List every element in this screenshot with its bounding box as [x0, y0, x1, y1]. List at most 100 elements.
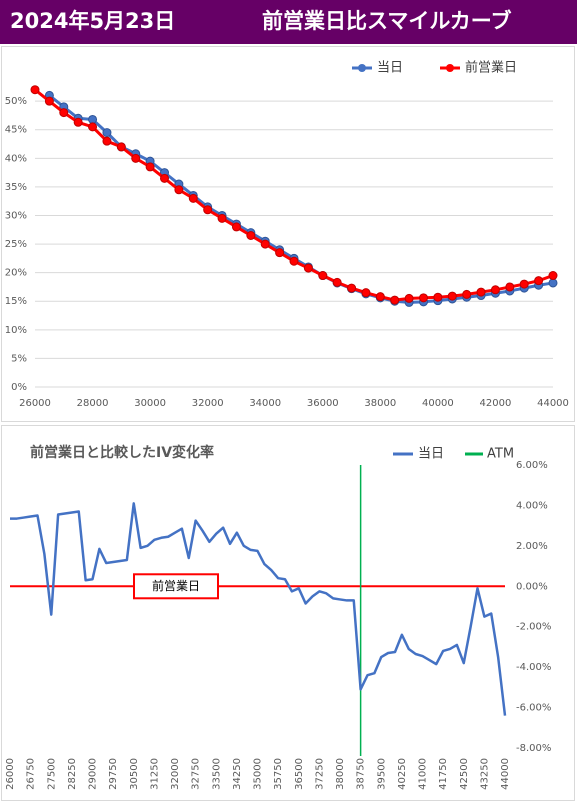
x-tick-label: 38000 — [335, 758, 346, 790]
legend-label: ATM — [487, 447, 514, 462]
legend-label: 当日 — [377, 61, 403, 76]
x-tick-label: 26000 — [5, 758, 16, 790]
y-tick-label: 0.00% — [516, 581, 548, 592]
marker — [275, 248, 285, 258]
x-tick-label: 28000 — [77, 398, 109, 409]
x-tick-label: 33500 — [211, 758, 222, 790]
marker — [462, 289, 472, 299]
marker — [88, 114, 98, 124]
marker — [246, 231, 256, 240]
marker — [534, 276, 544, 286]
y-tick-label: 45% — [5, 125, 27, 136]
x-tick-label: 38000 — [364, 398, 396, 409]
y-tick-label: 15% — [5, 296, 27, 307]
legend-label: 前営業日 — [465, 60, 517, 76]
marker — [505, 282, 515, 292]
x-tick-label: 32000 — [192, 398, 224, 409]
marker — [375, 292, 385, 302]
marker — [519, 279, 529, 289]
y-tick-label: 6.00% — [516, 460, 548, 471]
x-tick-label: 43250 — [479, 758, 490, 790]
legend-label: 当日 — [418, 447, 444, 462]
x-tick-label: 41750 — [438, 758, 449, 790]
x-tick-label: 42500 — [459, 758, 470, 790]
marker — [332, 277, 342, 287]
y-tick-label: 4.00% — [516, 500, 548, 511]
panel — [1, 46, 575, 422]
header-date: 2024年5月23日 — [10, 9, 175, 33]
marker — [476, 287, 486, 297]
marker — [116, 142, 126, 152]
marker — [59, 108, 69, 118]
x-tick-label: 40250 — [397, 758, 408, 790]
x-tick-label: 30500 — [129, 758, 140, 790]
series-line — [48, 94, 554, 304]
header-bar — [0, 0, 577, 44]
marker — [390, 295, 400, 305]
header-title: 前営業日比スマイルカーブ — [262, 9, 511, 33]
series-line — [10, 502, 507, 716]
marker — [145, 162, 155, 172]
marker — [88, 122, 98, 132]
y-tick-label: 40% — [5, 153, 27, 164]
marker — [347, 283, 357, 293]
marker — [203, 205, 213, 215]
y-tick-label: 0% — [11, 382, 27, 393]
y-tick-label: 20% — [5, 268, 27, 279]
marker — [102, 136, 112, 146]
y-tick-label: -4.00% — [516, 662, 551, 673]
marker — [44, 96, 54, 106]
marker — [217, 213, 227, 223]
x-tick-label: 42000 — [480, 398, 512, 409]
y-tick-label: 5% — [11, 353, 27, 364]
marker — [447, 291, 457, 301]
marker — [160, 173, 169, 183]
x-tick-label: 32000 — [170, 758, 181, 790]
y-tick-label: 50% — [5, 96, 27, 107]
x-tick-label: 30000 — [134, 398, 166, 409]
marker — [433, 292, 443, 302]
reference-label-box — [133, 573, 219, 600]
marker — [102, 128, 112, 138]
x-tick-label: 44000 — [537, 398, 569, 409]
reference-label: 前営業日 — [152, 578, 200, 593]
marker — [548, 278, 558, 288]
x-tick-label: 29750 — [108, 758, 119, 790]
panel — [1, 425, 575, 801]
marker — [260, 239, 270, 249]
marker — [231, 222, 241, 232]
y-tick-label: 30% — [5, 210, 27, 221]
marker — [73, 117, 83, 127]
x-tick-label: 26750 — [26, 758, 37, 790]
x-tick-label: 35000 — [253, 758, 264, 790]
x-tick-label: 41000 — [418, 758, 429, 790]
y-tick-label: 35% — [5, 182, 27, 193]
marker — [490, 285, 500, 295]
x-tick-label: 38750 — [356, 758, 367, 790]
x-tick-label: 39500 — [376, 758, 387, 790]
marker — [131, 153, 141, 163]
y-tick-label: -6.00% — [516, 703, 551, 714]
x-tick-label: 44000 — [500, 758, 511, 790]
x-tick-label: 40000 — [422, 398, 454, 409]
marker — [188, 193, 198, 203]
marker — [548, 271, 558, 281]
x-tick-label: 26000 — [19, 398, 51, 409]
y-tick-label: -2.00% — [516, 622, 551, 633]
y-tick-label: 25% — [5, 239, 27, 250]
marker — [303, 263, 313, 273]
series-line — [34, 88, 554, 302]
y-tick-label: 10% — [5, 325, 27, 336]
x-tick-label: 34250 — [232, 758, 243, 790]
marker — [289, 256, 299, 266]
marker — [404, 293, 414, 303]
x-tick-label: 37250 — [314, 758, 325, 790]
marker — [419, 293, 428, 303]
marker — [361, 288, 371, 298]
marker — [318, 271, 328, 281]
x-tick-label: 34000 — [249, 398, 281, 409]
y-tick-label: 2.00% — [516, 541, 548, 552]
x-tick-label: 27500 — [46, 758, 57, 790]
x-tick-label: 28250 — [67, 758, 78, 790]
